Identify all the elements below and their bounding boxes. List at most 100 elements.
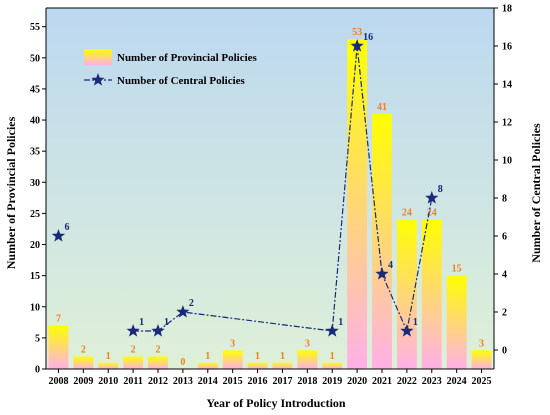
bar-2021 — [372, 113, 392, 369]
bar-label-2020: 53 — [352, 27, 362, 38]
bar-label-2017: 1 — [280, 351, 285, 362]
bar-2009 — [73, 356, 94, 369]
bar-2014 — [197, 362, 218, 369]
bar-label-2021: 41 — [377, 102, 387, 113]
x-tick-label-2011: 2011 — [123, 376, 142, 387]
point-label-2021: 4 — [388, 260, 393, 271]
bar-2024 — [446, 275, 467, 369]
bar-label-2023: 24 — [427, 208, 437, 219]
y-left-tick-label-45: 45 — [30, 84, 40, 95]
y-left-tick-label-35: 35 — [30, 147, 40, 158]
bar-label-2008: 7 — [56, 313, 61, 324]
bar-2015 — [222, 350, 243, 369]
point-label-2020: 16 — [363, 32, 373, 43]
star-point-2022 — [400, 324, 414, 337]
bar-2011 — [123, 356, 144, 369]
x-tick-label-2012: 2012 — [148, 376, 168, 387]
x-tick-label-2016: 2016 — [248, 376, 268, 387]
star-point-2020 — [350, 39, 364, 52]
bar-2025 — [471, 350, 492, 369]
point-label-2023: 8 — [438, 184, 443, 195]
y-left-tick-label-50: 50 — [30, 53, 40, 64]
bar-label-2015: 3 — [230, 338, 235, 349]
y-right-tick-label-10: 10 — [502, 156, 512, 167]
y-right-tick-label-16: 16 — [502, 42, 512, 53]
y-left-tick-label-15: 15 — [30, 271, 40, 282]
bar-label-2022: 24 — [402, 208, 412, 219]
plot-background — [46, 8, 494, 369]
point-label-2012: 1 — [164, 317, 169, 328]
y-right-tick-label-2: 2 — [502, 308, 507, 319]
bar-2010 — [98, 362, 119, 369]
x-tick-label-2023: 2023 — [422, 376, 442, 387]
bar-label-2013: 0 — [180, 357, 185, 368]
point-label-2013: 2 — [189, 298, 194, 309]
star-point-2013 — [176, 305, 190, 318]
bar-label-2010: 1 — [106, 351, 111, 362]
x-tick-label-2025: 2025 — [472, 376, 492, 387]
bar-2018 — [297, 350, 318, 369]
axes: 2008 2009 2010 2011 2012 2013 2014 2015 2016 2017… — [30, 4, 512, 388]
star-point-2019 — [325, 324, 339, 337]
star-point-2021 — [375, 267, 389, 280]
star-point-2008 — [51, 229, 66, 242]
y-left-tick-label-30: 30 — [30, 178, 40, 189]
bar-label-2019: 1 — [330, 351, 335, 362]
bar-2019 — [322, 362, 343, 369]
x-tick-label-2010: 2010 — [98, 376, 118, 387]
bar-label-2024: 15 — [452, 264, 462, 275]
x-tick-label-2017: 2017 — [272, 376, 292, 387]
y-right-tick-label-14: 14 — [502, 80, 512, 91]
x-tick-label-2022: 2022 — [397, 376, 417, 387]
bar-2008 — [48, 325, 69, 369]
y-right-tick-label-8: 8 — [502, 194, 507, 205]
y-left-tick-label-0: 0 — [35, 365, 40, 376]
bar-label-2016: 1 — [255, 351, 260, 362]
legend-bar-swatch — [84, 49, 112, 65]
bar-2023 — [421, 219, 442, 369]
y-left-tick-label-55: 55 — [30, 22, 40, 33]
y-left-tick-label-5: 5 — [35, 333, 40, 344]
bar-2022 — [396, 219, 417, 369]
bar-label-2009: 2 — [81, 345, 86, 356]
x-tick-label-2018: 2018 — [297, 376, 317, 387]
x-tick-label-2014: 2014 — [198, 376, 218, 387]
central-line — [133, 45, 433, 334]
y-right-tick-label-18: 18 — [502, 4, 512, 15]
x-axis-title: Year of Policy Introduction — [206, 396, 346, 410]
x-tick-label-2015: 2015 — [223, 376, 243, 387]
bar-label-2014: 1 — [205, 351, 210, 362]
bar-2020 — [347, 39, 368, 369]
y-right-tick-label-12: 12 — [502, 118, 512, 129]
point-label-2008: 6 — [64, 222, 69, 233]
bar-label-2012: 2 — [156, 345, 161, 356]
y-right-tick-label-6: 6 — [502, 232, 507, 243]
bar-2012 — [148, 356, 168, 369]
bar-label-2025: 3 — [479, 338, 484, 349]
bar-label-2018: 3 — [305, 338, 310, 349]
star-point-2023 — [425, 191, 439, 204]
point-label-2022: 1 — [413, 317, 418, 328]
y-axis-left-title: Number of Provincial Policies — [4, 116, 18, 269]
y-left-tick-label-10: 10 — [30, 302, 40, 313]
provincial-bars — [48, 39, 492, 369]
x-tick-label-2024: 2024 — [447, 376, 467, 387]
x-tick-label-2019: 2019 — [322, 376, 342, 387]
x-tick-label-2013: 2013 — [173, 376, 193, 387]
legend-bar-label: Number of Provincial Policies — [117, 52, 258, 64]
y-left-tick-label-20: 20 — [30, 240, 40, 251]
x-tick-label-2020: 2020 — [347, 376, 367, 387]
y-left-tick-label-40: 40 — [30, 116, 40, 127]
legend-line-label: Number of Central Policies — [117, 75, 246, 87]
x-tick-label-2021: 2021 — [372, 376, 392, 387]
legend: Number of Provincial Policies Number of … — [84, 49, 258, 87]
y-right-tick-label-4: 4 — [502, 270, 507, 281]
x-tick-label-2008: 2008 — [48, 376, 68, 387]
star-point-2012 — [151, 324, 165, 337]
bar-2017 — [272, 362, 293, 369]
y-right-tick-label-0: 0 — [502, 346, 507, 357]
x-tick-label-2009: 2009 — [73, 376, 93, 387]
